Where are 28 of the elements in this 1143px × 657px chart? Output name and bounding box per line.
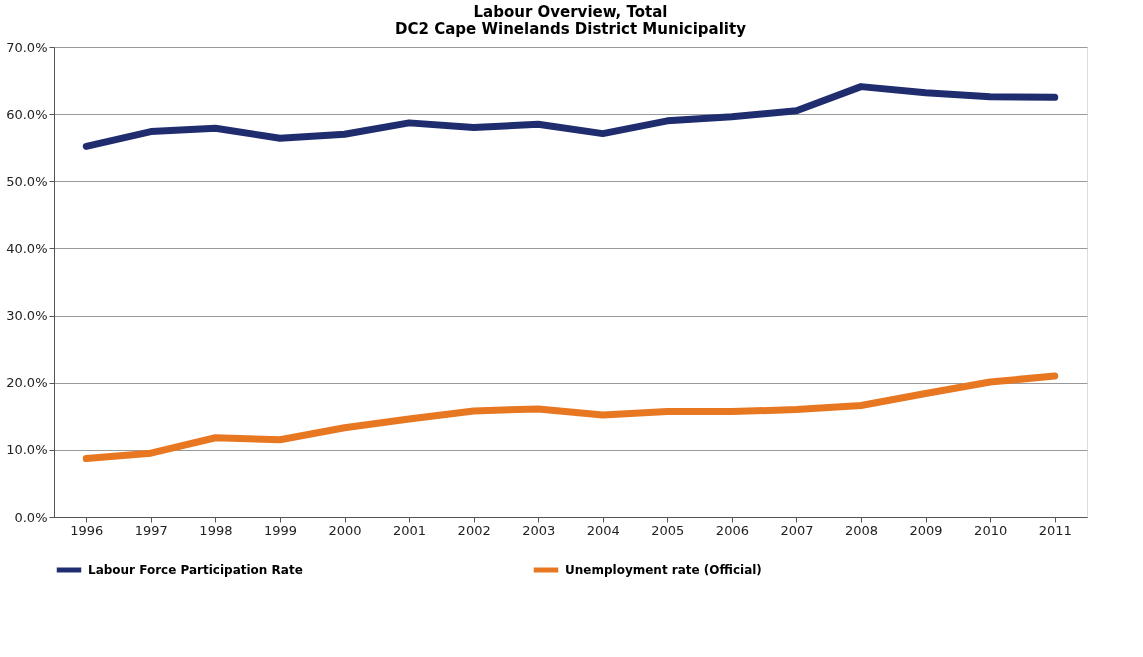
x-tick-label: 2004 xyxy=(586,522,620,538)
y-tick-label: 10.0% xyxy=(6,442,48,458)
x-tick-label: 2003 xyxy=(522,522,556,538)
x-tick-label: 2000 xyxy=(328,522,362,538)
x-tick-label: 2009 xyxy=(909,522,943,538)
y-tick-label: 50.0% xyxy=(6,173,48,189)
y-tick-label: 60.0% xyxy=(6,106,48,122)
x-tick-label: 1996 xyxy=(70,522,104,538)
x-tick-label: 1997 xyxy=(134,522,168,538)
x-tick-label: 2002 xyxy=(457,522,491,538)
x-tick-label: 2005 xyxy=(651,522,685,538)
y-tick-label: 70.0% xyxy=(6,39,48,55)
x-tick-label: 2011 xyxy=(1038,522,1072,538)
legend-label: Labour Force Participation Rate xyxy=(88,563,303,577)
x-tick-label: 2008 xyxy=(844,522,879,538)
y-tick-label: 30.0% xyxy=(6,308,48,324)
x-tick-label: 1998 xyxy=(199,522,233,538)
y-tick-label: 0.0% xyxy=(14,509,48,525)
x-tick-label: 2006 xyxy=(715,522,749,538)
x-tick-label: 2007 xyxy=(780,522,814,538)
y-tick-label: 20.0% xyxy=(6,375,48,391)
text: Labour Overview, Total xyxy=(473,3,668,21)
y-tick-label: 40.0% xyxy=(6,240,48,256)
text: DC2 Cape Winelands District Municipality xyxy=(395,20,746,38)
x-tick-label: 2010 xyxy=(974,522,1008,538)
legend-label: Unemployment rate (Official) xyxy=(565,563,762,577)
x-tick-label: 2001 xyxy=(393,522,427,538)
x-tick-label: 1999 xyxy=(263,522,298,538)
